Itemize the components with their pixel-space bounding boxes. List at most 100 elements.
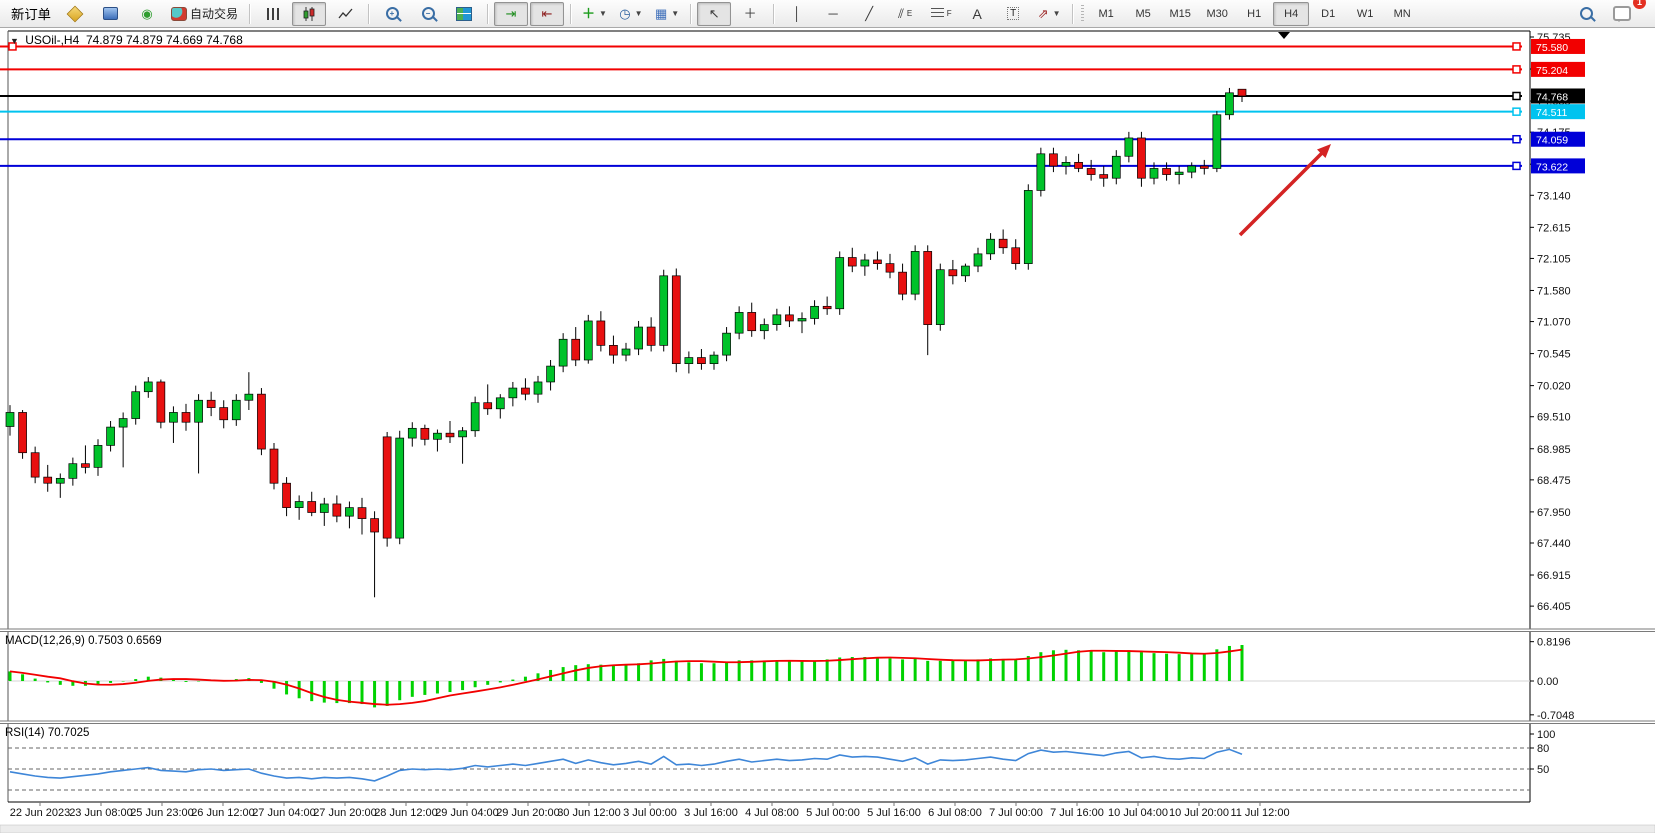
line-handle[interactable] xyxy=(8,42,17,51)
time-label: 10 Jul 04:00 xyxy=(1108,807,1168,819)
clock-icon: ◷ xyxy=(619,6,631,21)
profiles-button[interactable] xyxy=(94,2,128,26)
text-label-button[interactable]: T xyxy=(996,2,1030,26)
arrows-button[interactable]: ⇗ ▼ xyxy=(1032,2,1066,26)
trend-arrow[interactable] xyxy=(1238,144,1331,237)
horizontal-line-button[interactable]: ─ xyxy=(816,2,850,26)
bull-candle xyxy=(55,477,65,484)
timeframe-button-W1[interactable]: W1 xyxy=(1356,7,1374,20)
toolbar-separator xyxy=(690,3,692,24)
chart-wizard-button[interactable] xyxy=(58,2,92,26)
symbol-dropdown-icon[interactable]: ▼ xyxy=(10,36,19,46)
price-badge xyxy=(1531,61,1585,77)
bull-candle xyxy=(961,265,970,277)
search-button[interactable] xyxy=(1569,2,1603,26)
pane-separator[interactable] xyxy=(0,720,1655,722)
add-indicator-button[interactable]: ＋ ▼ xyxy=(577,2,612,26)
chat-button[interactable]: 1 xyxy=(1605,0,1646,26)
zoom-out-button[interactable]: − xyxy=(411,2,445,26)
signals-button[interactable]: ◉ xyxy=(130,2,164,26)
bear-candle xyxy=(219,407,229,421)
bull-candle xyxy=(558,338,568,367)
price-chart[interactable]: 75.73575.21074.68574.17573.65073.14072.6… xyxy=(0,29,1655,834)
line-handle[interactable] xyxy=(1512,42,1521,51)
price-badge xyxy=(1531,104,1585,120)
pane-separator[interactable] xyxy=(0,628,1655,630)
search-icon xyxy=(1579,7,1593,20)
bear-candle xyxy=(445,432,455,438)
chart-symbol-period: USOil-,H4 xyxy=(25,33,80,47)
line-handle[interactable] xyxy=(1512,107,1521,116)
new-order-button[interactable]: 新订单 xyxy=(6,3,56,25)
chart-window[interactable]: 75.73575.21074.68574.17573.65073.14072.6… xyxy=(0,29,1655,834)
line-handle[interactable] xyxy=(1512,161,1521,171)
zoom-in-button[interactable]: + xyxy=(375,2,409,26)
price-tick-label: 68.985 xyxy=(1537,444,1571,456)
trendline-button[interactable]: ╱ xyxy=(852,2,886,26)
candlestick-chart-button[interactable] xyxy=(292,1,326,26)
time-label: 6 Jul 08:00 xyxy=(928,807,982,819)
price-badge xyxy=(1531,158,1585,174)
chart-shift-button[interactable]: ⇤ xyxy=(530,1,564,26)
channel-button[interactable]: ⫽ E xyxy=(898,6,913,21)
bear-candle xyxy=(18,412,27,454)
scroll-marker-icon xyxy=(1278,32,1290,39)
rsi-pane: 100 80 50 xyxy=(8,729,1555,803)
auto-scroll-button[interactable]: ⇥ xyxy=(494,1,528,26)
timeframe-button-M1[interactable]: M1 xyxy=(1098,7,1114,20)
timeframe-button-H4[interactable]: H4 xyxy=(1273,1,1310,26)
line-chart-button[interactable] xyxy=(328,2,362,26)
vertical-line-button[interactable]: │ xyxy=(780,2,814,26)
time-label: 3 Jul 16:00 xyxy=(684,807,738,819)
chevron-down-icon: ▼ xyxy=(599,9,607,18)
bear-candle xyxy=(332,503,342,517)
horizontal-lines[interactable] xyxy=(0,42,1522,171)
bull-candle xyxy=(1225,92,1234,116)
bull-candle xyxy=(118,418,128,428)
bear-candle xyxy=(785,314,794,322)
rsi-tick-label: 50 xyxy=(1537,764,1549,776)
bar-chart-button[interactable] xyxy=(256,2,290,26)
bull-candle xyxy=(1111,155,1121,179)
signals-icon: ◉ xyxy=(141,6,153,21)
bear-candle xyxy=(1074,162,1083,169)
price-axis[interactable]: 75.73575.21074.68574.17573.65073.14072.6… xyxy=(0,30,1655,834)
price-tick-label: 70.545 xyxy=(1537,349,1571,361)
zoom-out-icon: − xyxy=(421,7,435,20)
timeframe-button-M15[interactable]: M15 xyxy=(1169,7,1191,20)
line-handle[interactable] xyxy=(1512,91,1521,101)
timeframe-button-M30[interactable]: M30 xyxy=(1206,7,1228,20)
line-handle[interactable] xyxy=(1512,134,1521,144)
time-label: 5 Jul 16:00 xyxy=(867,807,921,819)
bear-candle xyxy=(1086,168,1096,175)
bull-candle xyxy=(1061,162,1071,167)
bear-candle xyxy=(1162,168,1171,175)
text-button[interactable]: A xyxy=(960,2,994,26)
autotrading-button[interactable]: 自动交易 xyxy=(166,2,243,26)
fibonacci-button[interactable]: F xyxy=(924,2,958,26)
template-button[interactable]: ▦ ▼ xyxy=(650,2,684,26)
timeframe-button-D1[interactable]: D1 xyxy=(1321,7,1336,20)
bull-candle xyxy=(5,412,15,427)
timeframe-button-H1[interactable]: H1 xyxy=(1247,7,1262,20)
bear-candle xyxy=(571,338,581,361)
price-tick-label: 68.475 xyxy=(1537,475,1571,487)
text-icon: A xyxy=(972,5,982,22)
line-handle[interactable] xyxy=(1512,65,1521,74)
bear-candle xyxy=(257,393,266,450)
macd-tick-label: -0.7048 xyxy=(1537,710,1574,722)
arrows-icon: ⇗ xyxy=(1037,6,1049,21)
bull-candle xyxy=(244,393,254,401)
cursor-button[interactable]: ↖ xyxy=(697,1,732,26)
timeframe-button-M5[interactable]: M5 xyxy=(1135,7,1151,20)
period-button[interactable]: ◷ ▼ xyxy=(614,2,648,26)
price-tick-label: 71.070 xyxy=(1537,317,1571,329)
tile-windows-button[interactable] xyxy=(447,2,481,26)
timeframe-button-MN[interactable]: MN xyxy=(1393,7,1411,20)
price-tick-label: 71.580 xyxy=(1537,285,1571,297)
chart-ohlc-values: 74.879 74.879 74.669 74.768 xyxy=(85,33,243,47)
crosshair-button[interactable]: ＋ xyxy=(733,2,767,26)
price-badge-label: 74.059 xyxy=(1536,135,1568,147)
price-badge-label: 75.580 xyxy=(1536,42,1568,54)
